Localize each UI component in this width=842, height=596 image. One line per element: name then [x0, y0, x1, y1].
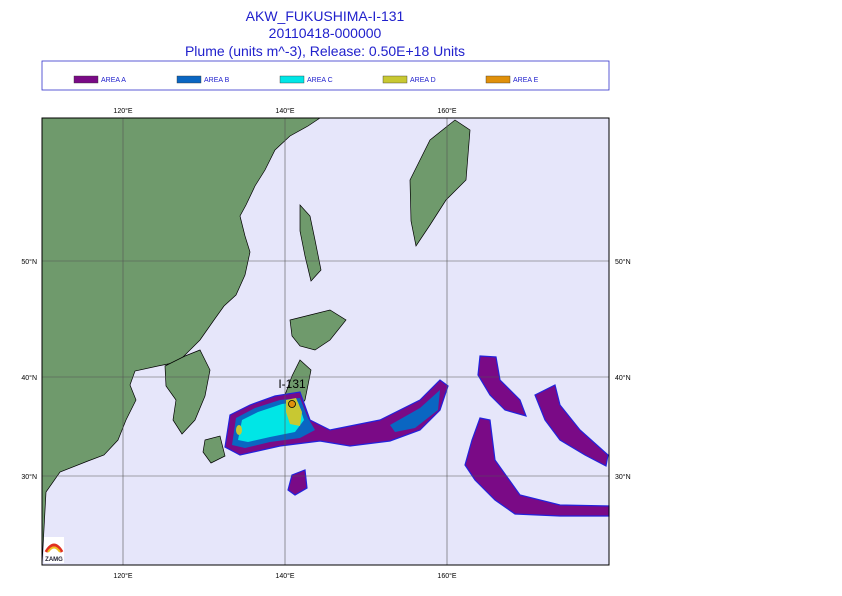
lon-label: 120°E [113, 572, 132, 580]
lat-label: 50°N [615, 258, 631, 266]
kyushu [202, 435, 226, 464]
lon-label: 160°E [437, 572, 456, 580]
legend-label: AREA C [307, 77, 333, 84]
plume-area-b [390, 390, 440, 432]
lon-label: 120°E [113, 107, 132, 115]
lat-label: 30°N [21, 473, 37, 481]
asia [41, 117, 322, 566]
legend: AREA A AREA B AREA C AREA D AREA E [73, 75, 539, 84]
hokkaido [289, 309, 347, 351]
legend-swatch [382, 75, 408, 84]
legend-label: AREA E [513, 77, 539, 84]
legend-swatch [279, 75, 305, 84]
plume-area-d [236, 425, 242, 435]
legend-label: AREA D [410, 77, 436, 84]
legend-box [41, 60, 610, 91]
plume-area-a [464, 417, 610, 517]
plume-area-e [288, 400, 296, 408]
plume-area-a [477, 355, 527, 417]
kamchatka [409, 119, 471, 247]
date: 20110418-000000 [269, 25, 382, 41]
plume [224, 355, 610, 517]
logo: ZAMG [44, 537, 64, 563]
legend-label: AREA B [204, 77, 230, 84]
map: I-131 ZAMG 120°E 120°E 140°E 140°E 160°E 160°… [21, 107, 630, 580]
legend-swatch [485, 75, 511, 84]
lon-label: 140°E [275, 107, 294, 115]
lat-label: 40°N [615, 374, 631, 382]
axis-labels: 120°E 120°E 140°E 140°E 160°E 160°E 50°N 50°N 40… [21, 107, 630, 580]
logo-text: ZAMG [45, 557, 63, 563]
lat-label: 50°N [21, 258, 37, 266]
sakhalin [299, 204, 322, 282]
logo-bg [44, 537, 64, 563]
lon-label: 160°E [437, 107, 456, 115]
subtitle: Plume (units m^-3), Release: 0.50E+18 Un… [185, 43, 465, 59]
korea [164, 349, 211, 435]
source-label: I-131 [278, 377, 306, 391]
legend-label: AREA A [101, 77, 126, 84]
logo-arc [44, 543, 64, 553]
lat-label: 30°N [615, 473, 631, 481]
lon-label: 140°E [275, 572, 294, 580]
lat-label: 40°N [21, 374, 37, 382]
graticule [42, 118, 609, 565]
legend-swatch [176, 75, 202, 84]
legend-swatch [73, 75, 99, 84]
title: AKW_FUKUSHIMA-I-131 [246, 8, 405, 24]
logo-arc [47, 546, 61, 553]
plume-area-a [534, 384, 609, 467]
map-frame [41, 117, 610, 566]
